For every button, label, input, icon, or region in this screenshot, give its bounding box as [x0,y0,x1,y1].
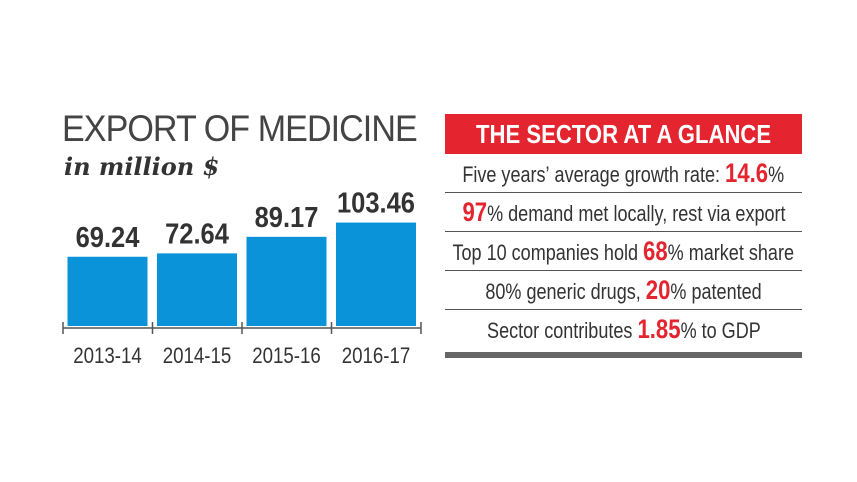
glance-row: 97% demand met locally, rest via export [445,193,802,232]
bar-chart: 69.24 2013-14 72.64 2014-15 89.17 2015-16 103.… [62,186,422,369]
row-text: % market share [667,239,795,265]
glance-row-text: 97% demand met locally, rest via export [462,197,785,228]
row-text: % demand met locally, rest via export [486,200,786,226]
row-text: % patented [670,278,762,304]
highlight-figure: 68 [643,235,668,266]
row-text: Five years’ average growth rate: [462,161,726,187]
value-label: 103.46 [337,186,415,219]
highlight-figure: 97 [461,196,487,227]
panel-title: THE SECTOR AT A GLANCE [475,118,772,149]
value-label: 72.64 [165,217,230,250]
glance-row: Five years’ average growth rate: 14.6% [445,154,802,193]
row-text: Sector contributes [486,317,638,343]
highlight-figure: 1.85 [637,313,681,344]
sector-glance-panel: THE SECTOR AT A GLANCE Five years’ avera… [445,114,802,358]
value-label: 69.24 [76,220,141,253]
bar-2015-16 [246,236,327,326]
row-text: Top 10 companies hold [452,239,644,265]
category-label: 2013-14 [73,345,142,369]
chart-title: EXPORT OF MEDICINE [62,108,418,149]
glance-row-text: Top 10 companies hold 68% market share [453,236,795,267]
row-text: % to GDP [680,317,761,343]
panel-header: THE SECTOR AT A GLANCE [445,114,802,154]
bar-2016-17 [336,222,416,326]
glance-row-text: Five years’ average growth rate: 14.6% [463,158,785,189]
glance-row: 80% generic drugs, 20% patented [445,271,802,310]
highlight-figure: 20 [645,274,671,305]
value-label: 89.17 [255,200,319,233]
row-text: 80% generic drugs, [485,278,646,304]
glance-row-text: 80% generic drugs, 20% patented [485,275,761,306]
category-label: 2016-17 [342,345,411,369]
glance-row: Sector contributes 1.85% to GDP [445,310,802,348]
panel-footer-bar [445,352,802,358]
category-label: 2015-16 [252,345,321,369]
glance-row-text: Sector contributes 1.85% to GDP [487,314,761,345]
bar-2014-15 [157,253,237,326]
glance-row: Top 10 companies hold 68% market share [445,232,802,271]
highlight-figure: 14.6 [725,157,769,188]
chart-subtitle: in million $ [64,152,220,181]
category-label: 2014-15 [163,345,232,369]
row-text: % [768,161,785,187]
bar-2013-14 [67,256,148,326]
